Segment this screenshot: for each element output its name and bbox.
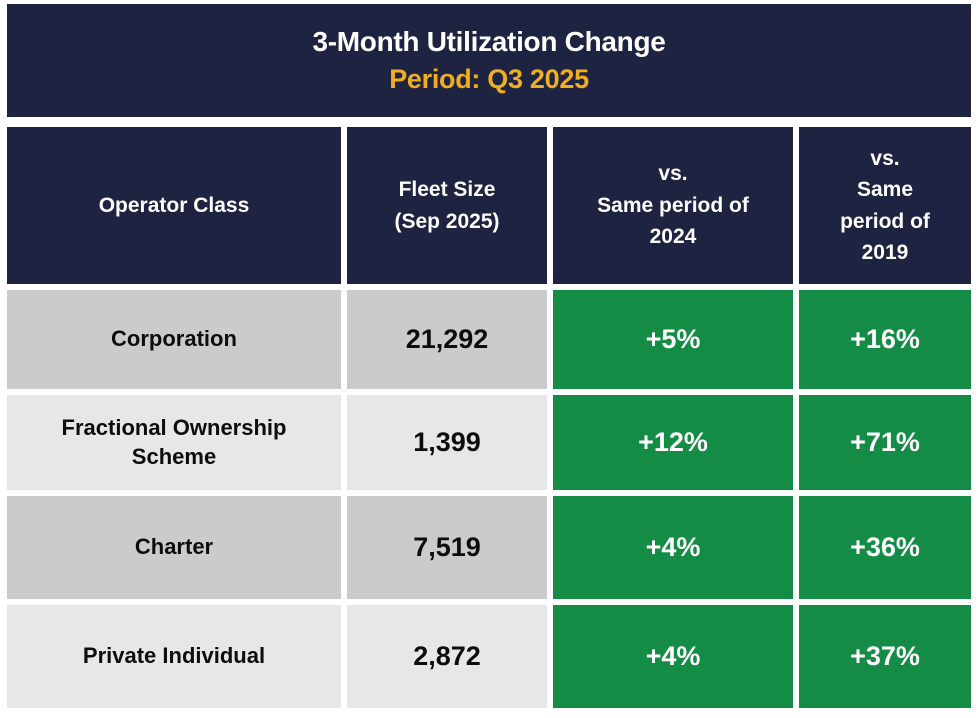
cell-vs-2019: +37% (799, 605, 971, 708)
cell-operator-class: Charter (7, 496, 341, 599)
title-banner: 3-Month Utilization Change Period: Q3 20… (7, 4, 971, 117)
cell-operator-class: Fractional Ownership Scheme (7, 395, 341, 490)
column-header-vs-2019: vs. Same period of 2019 (799, 127, 971, 284)
column-header-operator-class: Operator Class (7, 127, 341, 284)
cell-vs-2019: +16% (799, 290, 971, 389)
page-title: 3-Month Utilization Change (312, 26, 666, 57)
cell-vs-2024: +4% (553, 605, 793, 708)
cell-fleet-size: 21,292 (347, 290, 547, 389)
page-subtitle: Period: Q3 2025 (389, 64, 589, 94)
cell-operator-class: Corporation (7, 290, 341, 389)
cell-operator-class: Private Individual (7, 605, 341, 708)
cell-vs-2024: +12% (553, 395, 793, 490)
cell-vs-2024: +4% (553, 496, 793, 599)
cell-vs-2019: +36% (799, 496, 971, 599)
utilization-table: Operator Class Fleet Size (Sep 2025) vs.… (7, 127, 971, 708)
column-header-vs-2024: vs. Same period of 2024 (553, 127, 793, 284)
cell-fleet-size: 2,872 (347, 605, 547, 708)
cell-fleet-size: 1,399 (347, 395, 547, 490)
cell-vs-2019: +71% (799, 395, 971, 490)
cell-fleet-size: 7,519 (347, 496, 547, 599)
column-header-fleet-size: Fleet Size (Sep 2025) (347, 127, 547, 284)
cell-vs-2024: +5% (553, 290, 793, 389)
